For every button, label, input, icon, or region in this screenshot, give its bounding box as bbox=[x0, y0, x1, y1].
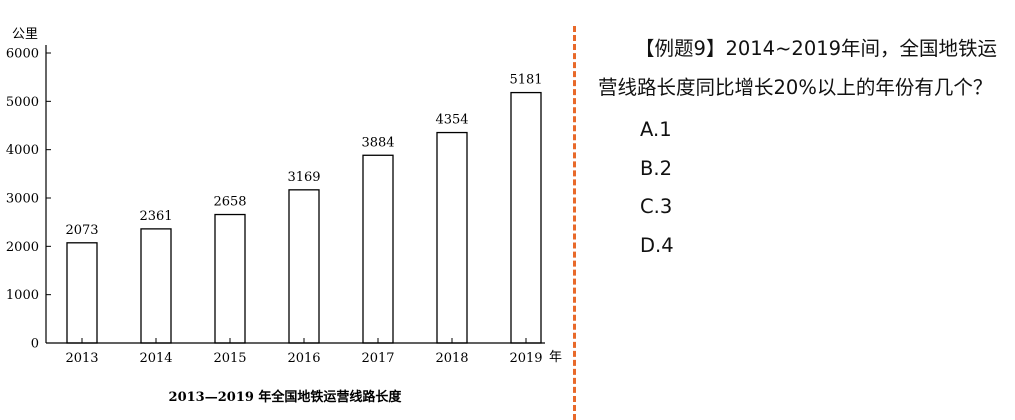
bar-2013 bbox=[66, 242, 98, 344]
bar-2015 bbox=[214, 213, 246, 344]
option-c[interactable]: C.3 bbox=[640, 195, 673, 218]
y-tick-label: 0 bbox=[31, 337, 39, 352]
dashed-divider bbox=[573, 26, 576, 420]
y-tick-label: 3000 bbox=[6, 192, 39, 207]
bar-chart: 0 1000 2000 3000 4000 5000 6000 2073 2361 2658 31… bbox=[6, 27, 562, 405]
x-axis-unit-label: 年 bbox=[549, 350, 562, 365]
y-axis-unit-label: 公里 bbox=[12, 27, 38, 42]
data-label-2014: 2361 bbox=[139, 209, 172, 224]
bar-2017 bbox=[362, 154, 394, 344]
x-tick-label-2014: 2014 bbox=[139, 351, 172, 366]
y-tick-label: 5000 bbox=[6, 95, 39, 110]
bar-2018 bbox=[436, 131, 468, 344]
bar-2014 bbox=[140, 228, 172, 344]
option-b[interactable]: B.2 bbox=[640, 156, 672, 180]
x-tick-label-2015: 2015 bbox=[213, 351, 246, 366]
data-label-2018: 4354 bbox=[435, 113, 468, 128]
y-tick-label: 1000 bbox=[6, 288, 39, 303]
data-label-2015: 2658 bbox=[213, 195, 246, 210]
x-tick-label-2016: 2016 bbox=[287, 351, 320, 366]
y-tick-label: 2000 bbox=[6, 240, 39, 255]
chart-title: 2013—2019 年全国地铁运营线路长度 bbox=[169, 389, 403, 405]
x-tick-label-2013: 2013 bbox=[65, 351, 98, 366]
option-a[interactable]: A.1 bbox=[640, 118, 672, 141]
x-tick-label-2017: 2017 bbox=[361, 351, 394, 366]
data-label-2013: 2073 bbox=[65, 223, 98, 238]
data-label-2016: 3169 bbox=[287, 170, 320, 185]
bar-2016 bbox=[288, 189, 320, 344]
question-stem: 【例题9】2014~2019年间，全国地铁运营线路长度同比增长20%以上的年份有… bbox=[598, 37, 998, 99]
option-d[interactable]: D.4 bbox=[640, 233, 674, 257]
answer-options: A.1 B.2 C.3 D.4 bbox=[598, 111, 1003, 265]
y-tick-label: 4000 bbox=[6, 143, 39, 158]
y-tick-label: 6000 bbox=[6, 47, 39, 62]
data-label-2017: 3884 bbox=[361, 135, 394, 150]
question-panel: 【例题9】2014~2019年间，全国地铁运营线路长度同比增长20%以上的年份有… bbox=[598, 30, 1003, 265]
x-tick-label-2018: 2018 bbox=[435, 351, 468, 366]
x-tick-label-2019: 2019 bbox=[509, 351, 542, 366]
data-label-2019: 5181 bbox=[509, 73, 542, 88]
bar-2019 bbox=[510, 91, 542, 344]
